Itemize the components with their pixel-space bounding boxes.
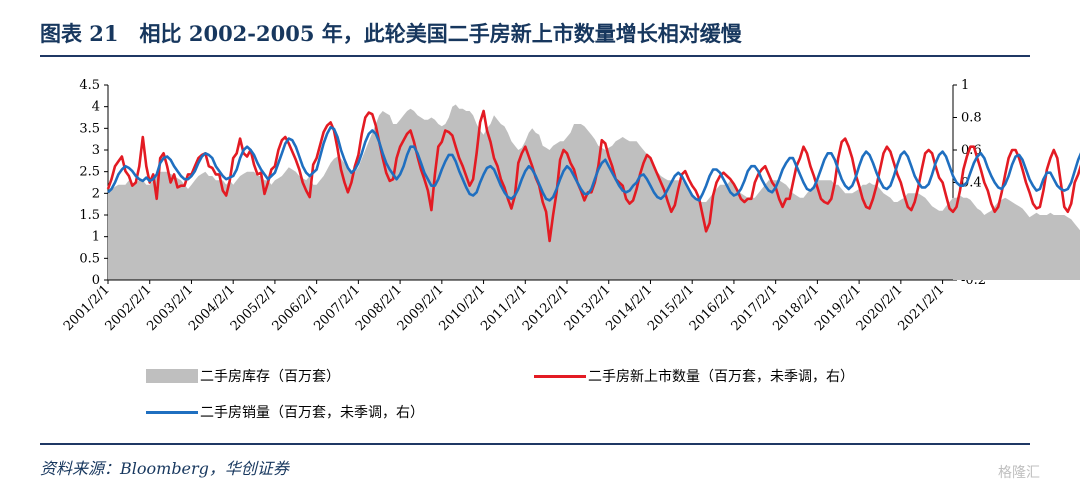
series-new-listings-line	[106, 109, 1080, 243]
legend-label-new-listings: 二手房新上市数量（百万套，未季调，右）	[588, 369, 854, 385]
watermark: 格隆汇	[998, 465, 1040, 481]
left-tick-label: 2	[92, 186, 100, 201]
left-tick-label: 4.5	[79, 78, 100, 93]
figure-title: 图表 21 相比 2002-2005 年，此轮美国二手房新上市数量增长相对缓慢	[40, 21, 742, 46]
left-tick-label: 0	[92, 273, 100, 288]
figure-header: 图表 21 相比 2002-2005 年，此轮美国二手房新上市数量增长相对缓慢	[0, 0, 1080, 56]
legend-swatch-sales	[146, 410, 198, 414]
chart: 00.511.522.533.544.5 -0.200.20.40.60.81 …	[61, 78, 1080, 334]
legend-label-sales: 二手房销量（百万套，未季调，右）	[200, 405, 424, 421]
legend-label-inventory: 二手房库存（百万套）	[200, 369, 340, 385]
legend-item-inventory: 二手房库存（百万套）	[146, 366, 340, 386]
legend-item-sales: 二手房销量（百万套，未季调，右）	[146, 402, 424, 422]
bottom-rule	[40, 443, 1030, 445]
top-rule	[40, 55, 1030, 57]
right-tick-label: 0.4	[961, 176, 982, 191]
legend: 二手房库存（百万套） 二手房新上市数量（百万套，未季调，右） 二手房销量（百万套…	[0, 360, 1080, 430]
legend-swatch-inventory	[146, 369, 198, 383]
series-inventory-area	[108, 104, 1080, 280]
inventory-area-layer	[108, 104, 1080, 280]
left-tick-label: 2.5	[79, 165, 100, 180]
left-axis: 0 0.5 1 1.5 2 2.5 3 3.5 4 4.5	[79, 78, 109, 288]
lines-layer	[106, 109, 1080, 243]
left-tick-label: 1	[92, 230, 100, 245]
left-tick-label: 4	[92, 100, 100, 115]
left-tick-label: 3	[92, 143, 100, 158]
left-tick-label: 1.5	[79, 208, 100, 223]
left-tick-label: 3.5	[79, 121, 100, 136]
right-tick-label: 0.8	[961, 111, 982, 126]
series-sales-line	[107, 126, 1080, 202]
left-tick-label: 0.5	[79, 251, 100, 266]
legend-item-new-listings: 二手房新上市数量（百万套，未季调，右）	[534, 366, 854, 386]
legend-swatch-new-listings	[534, 374, 586, 378]
source-note: 资料来源：Bloomberg，华创证券	[40, 459, 289, 478]
x-axis: 2001/2/12002/2/12003/2/12004/2/12005/2/1…	[61, 279, 953, 334]
right-tick-label: 1	[961, 78, 969, 93]
x-tick-label: 2021/2/1	[896, 282, 948, 334]
